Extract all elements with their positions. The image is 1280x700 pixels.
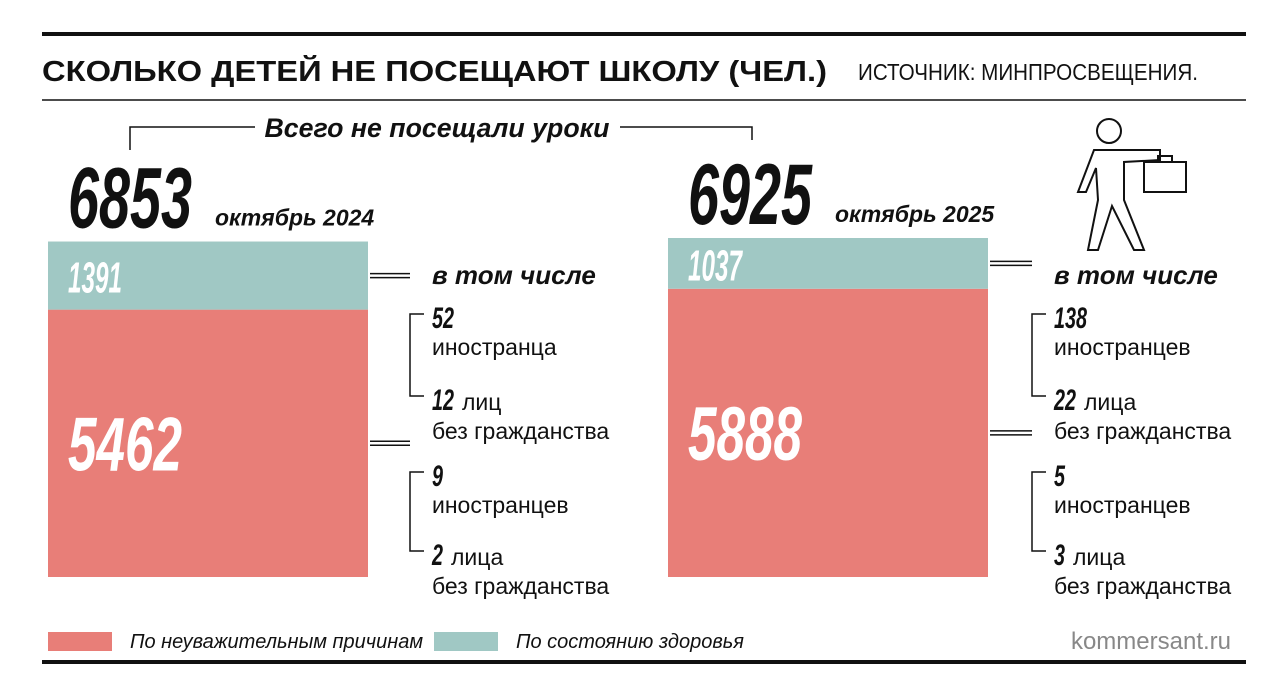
breakdown-value: 3 — [1054, 539, 1065, 572]
legend-swatch — [48, 632, 112, 651]
legend-swatch — [434, 632, 498, 651]
person-icon — [1076, 118, 1187, 251]
total-bracket — [129, 126, 753, 150]
bar-segment — [48, 309, 368, 577]
chart-title: СКОЛЬКО ДЕТЕЙ НЕ ПОСЕЩАЮТ ШКОЛУ (ЧЕЛ.) — [42, 54, 827, 88]
category-label: октябрь 2024 — [215, 205, 374, 231]
breakdown-bracket — [1031, 471, 1046, 552]
breakdown-label: лиц — [462, 389, 501, 415]
breakdown-value: 9 — [432, 460, 443, 493]
breakdown-label: лица — [451, 544, 503, 570]
legend-label: По неуважительным причинам — [130, 631, 423, 653]
bar-segment — [668, 288, 988, 577]
breakdown-value: 22 — [1053, 384, 1076, 417]
breakdown-value: 5 — [1054, 460, 1066, 493]
breakdown-label: без гражданства — [1054, 418, 1231, 444]
breakdown-connector — [370, 272, 410, 279]
breakdown-label: иностранца — [432, 334, 557, 360]
breakdown-label: без гражданства — [1054, 573, 1231, 599]
legend-label: По состоянию здоровья — [516, 631, 744, 653]
breakdown-connector — [990, 430, 1032, 436]
breakdown-bracket — [1031, 313, 1046, 397]
breakdown-value: 138 — [1054, 302, 1087, 335]
breakdown-title: в том числе — [432, 260, 596, 290]
breakdown-label: лица — [1084, 389, 1136, 415]
bar-value-label: 5462 — [68, 402, 182, 487]
breakdown-label: иностранцев — [432, 492, 569, 518]
breakdown-bracket — [409, 471, 424, 552]
breakdown-value: 12 — [432, 384, 454, 417]
total-label: Всего не посещали уроки — [265, 113, 610, 143]
breakdown-value: 2 — [431, 539, 443, 572]
category-label: октябрь 2025 — [835, 201, 995, 227]
bar-value-label: 1391 — [68, 254, 122, 303]
breakdown-connector — [990, 260, 1032, 267]
breakdown-bracket — [409, 313, 424, 397]
total-value: 6853 — [68, 151, 192, 247]
source: ИСТОЧНИК: МИНПРОСВЕЩЕНИЯ. — [858, 59, 1198, 85]
breakdown-connector — [370, 440, 410, 447]
breakdown-label: иностранцев — [1054, 334, 1191, 360]
breakdown-value: 52 — [432, 302, 454, 335]
bar-value-label: 1037 — [688, 241, 743, 290]
total-value: 6925 — [688, 147, 813, 243]
breakdown-title: в том числе — [1054, 260, 1218, 290]
breakdown-label: без гражданства — [432, 418, 609, 444]
bar-segment — [668, 238, 988, 289]
breakdown-label: иностранцев — [1054, 492, 1191, 518]
breakdown-label: без гражданства — [432, 573, 609, 599]
bar-segment — [48, 241, 368, 310]
breakdown-label: лица — [1073, 544, 1125, 570]
credit: kommersant.ru — [1071, 628, 1231, 655]
bar-value-label: 5888 — [688, 392, 802, 477]
